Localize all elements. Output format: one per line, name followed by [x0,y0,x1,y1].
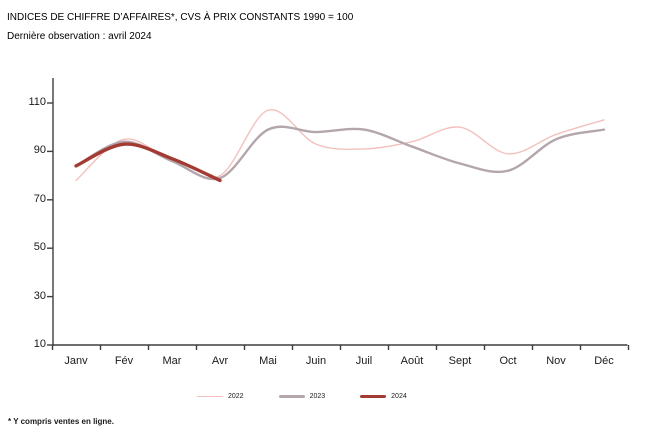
chart-legend: 2022 2023 2024 [197,392,407,401]
chart-footnote: * Y compris ventes en ligne. [8,417,114,426]
y-axis-label: 50 [33,241,46,253]
legend-item-2023: 2023 [278,392,326,401]
chart-header: INDICES DE CHIFFRE D’AFFAIRES*, CVS À PR… [7,8,353,46]
x-axis-label: Mar [162,355,182,367]
x-axis-label: Déc [594,355,614,367]
x-axis-label: Nov [546,355,566,367]
x-axis-label: Sept [448,355,472,367]
x-axis-label: Fév [114,355,134,367]
legend-label: 2022 [228,393,244,400]
series-2022-line [75,109,605,182]
x-axis-label: Août [400,355,424,367]
legend-swatch-2023 [278,395,305,398]
page-title: INDICES DE CHIFFRE D’AFFAIRES*, CVS À PR… [7,12,354,23]
x-axis-label: Avr [211,355,229,367]
legend-item-2024: 2024 [360,392,407,401]
series-2023-line [74,125,606,181]
legend-label: 2023 [309,393,326,400]
x-axis-label: Mai [259,355,277,367]
x-axis-label: Juil [355,355,373,367]
legend-item-2022: 2022 [197,392,244,401]
series-2024-line [74,142,222,183]
legend-label: 2024 [391,393,407,400]
x-axis-label: Juin [305,355,327,367]
y-axis-label: 90 [33,144,46,156]
legend-swatch-2022 [197,395,223,398]
y-axis-label: 30 [33,290,46,302]
y-axis-label: 70 [33,193,46,205]
page-subtitle: Dernière observation : avril 2024 [7,31,152,42]
x-axis-label: Oct [499,355,517,367]
x-axis-label: Janv [64,355,88,367]
y-axis-label: 110 [28,96,46,108]
legend-swatch-2024 [360,394,387,399]
y-axis-label: 10 [33,338,46,350]
